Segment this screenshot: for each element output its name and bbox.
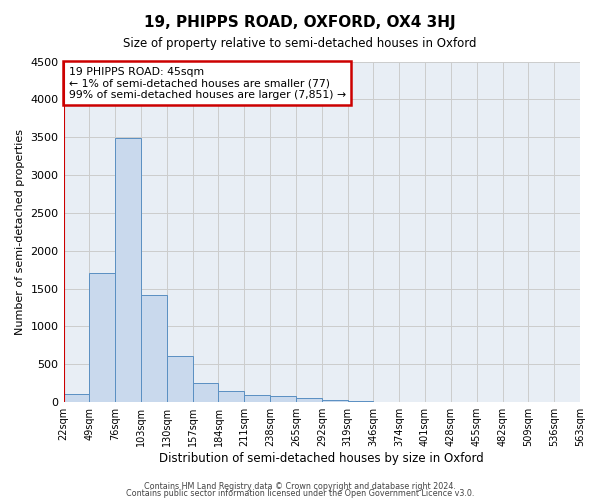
Bar (115, 138, 141, 402)
Text: 19, PHIPPS ROAD, OXFORD, OX4 3HJ: 19, PHIPPS ROAD, OXFORD, OX4 3HJ (144, 15, 456, 30)
Bar (193, 383, 218, 402)
Text: Size of property relative to semi-detached houses in Oxford: Size of property relative to semi-detach… (123, 38, 477, 51)
Bar (322, 400, 347, 402)
Bar (270, 396, 296, 402)
X-axis label: Distribution of semi-detached houses by size in Oxford: Distribution of semi-detached houses by … (160, 452, 484, 465)
Text: Contains HM Land Registry data © Crown copyright and database right 2024.: Contains HM Land Registry data © Crown c… (144, 482, 456, 491)
Bar (218, 391, 244, 402)
Bar (64, 394, 89, 402)
Bar (296, 398, 322, 402)
Bar (244, 394, 270, 402)
Bar (347, 400, 373, 402)
Bar (141, 294, 167, 402)
Text: 19 PHIPPS ROAD: 45sqm
← 1% of semi-detached houses are smaller (77)
99% of semi-: 19 PHIPPS ROAD: 45sqm ← 1% of semi-detac… (69, 66, 346, 100)
Bar (167, 356, 193, 402)
Y-axis label: Number of semi-detached properties: Number of semi-detached properties (15, 129, 25, 335)
Text: Contains public sector information licensed under the Open Government Licence v3: Contains public sector information licen… (126, 490, 474, 498)
Bar (89, 274, 115, 402)
